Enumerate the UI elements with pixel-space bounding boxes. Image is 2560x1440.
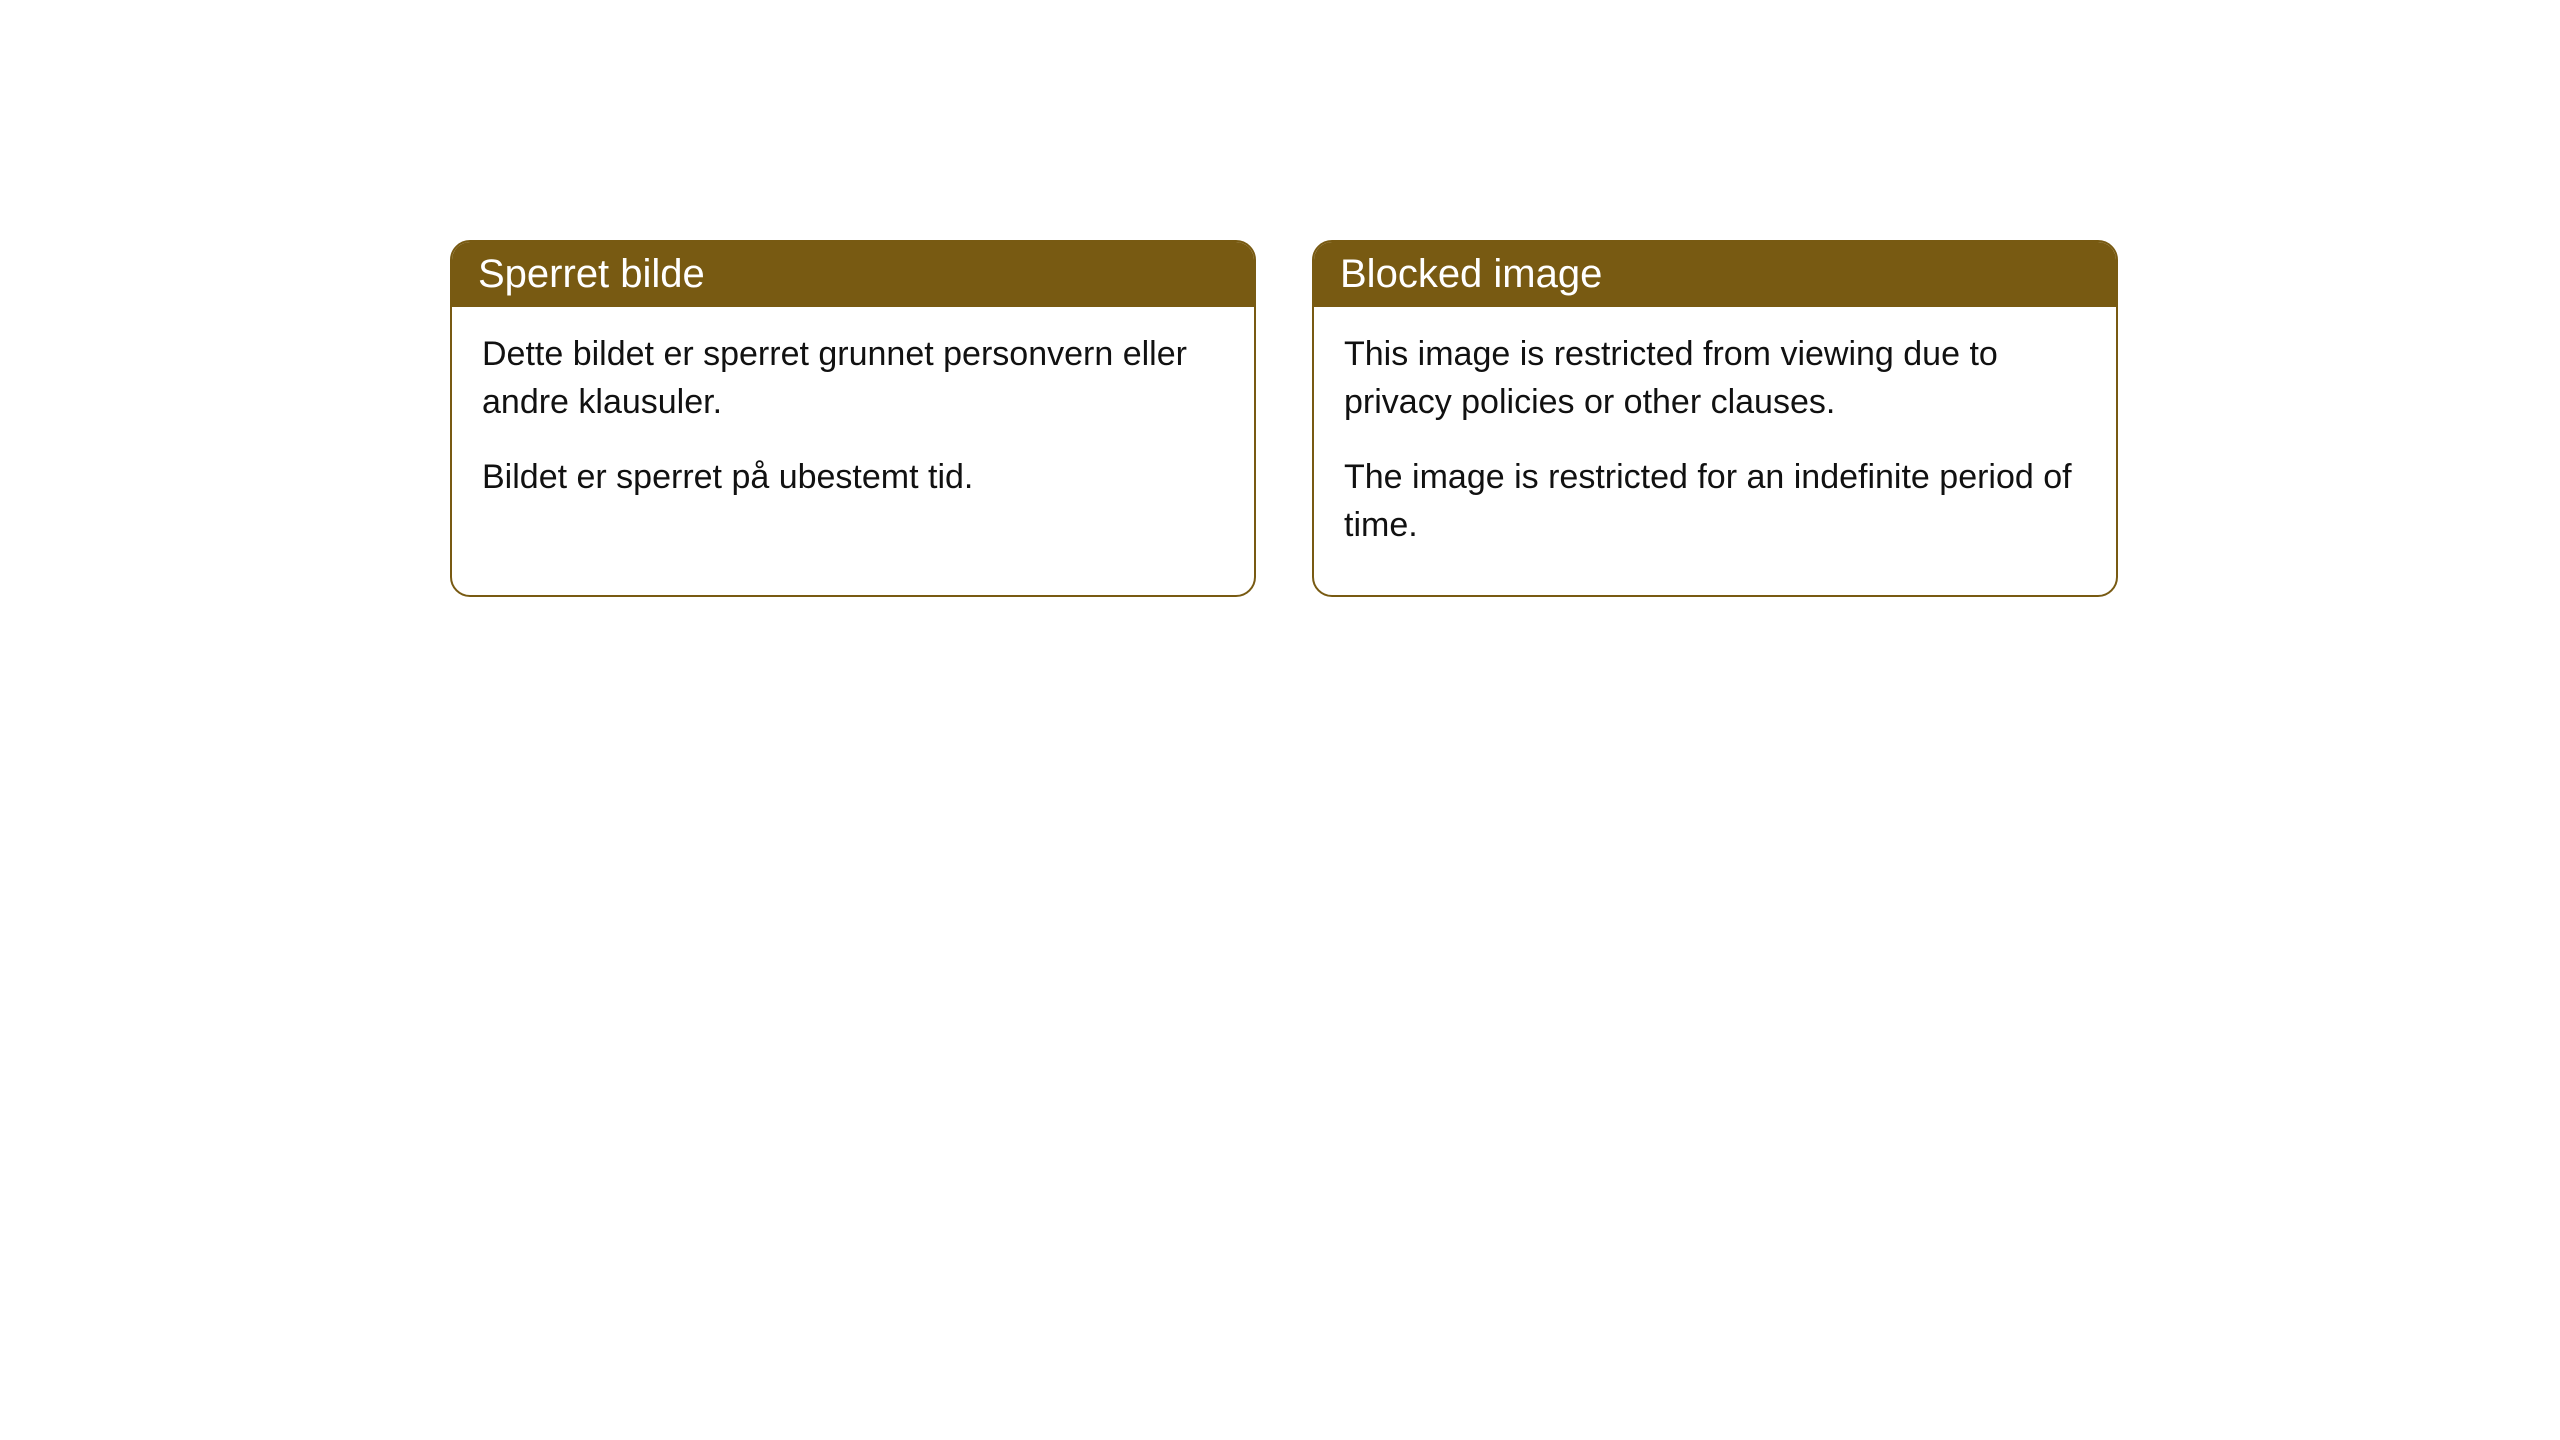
card-header-english: Blocked image: [1314, 242, 2116, 307]
card-paragraph-1-norwegian: Dette bildet er sperret grunnet personve…: [482, 331, 1224, 426]
card-paragraph-2-english: The image is restricted for an indefinit…: [1344, 454, 2086, 549]
card-header-norwegian: Sperret bilde: [452, 242, 1254, 307]
card-body-english: This image is restricted from viewing du…: [1314, 307, 2116, 595]
card-body-norwegian: Dette bildet er sperret grunnet personve…: [452, 307, 1254, 548]
card-paragraph-1-english: This image is restricted from viewing du…: [1344, 331, 2086, 426]
card-english: Blocked image This image is restricted f…: [1312, 240, 2118, 597]
cards-container: Sperret bilde Dette bildet er sperret gr…: [450, 240, 2118, 597]
card-paragraph-2-norwegian: Bildet er sperret på ubestemt tid.: [482, 454, 1224, 502]
card-title-norwegian: Sperret bilde: [478, 252, 705, 296]
card-norwegian: Sperret bilde Dette bildet er sperret gr…: [450, 240, 1256, 597]
card-title-english: Blocked image: [1340, 252, 1602, 296]
